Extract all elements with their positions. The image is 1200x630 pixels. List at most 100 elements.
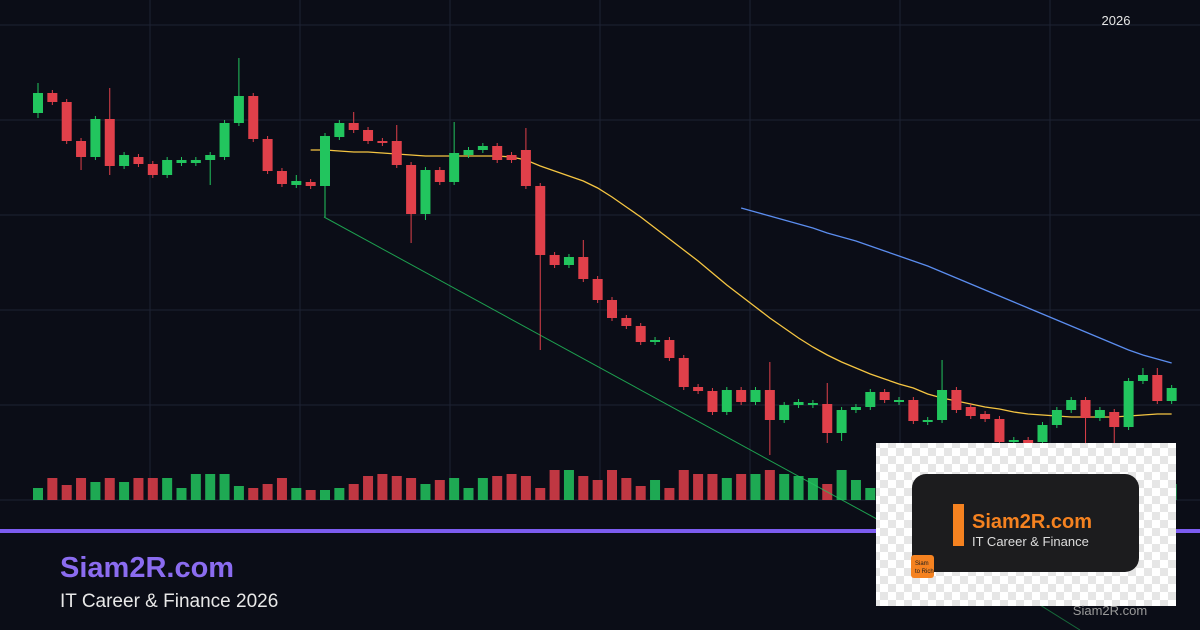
- volume-bar: [119, 482, 130, 500]
- candle-body: [879, 392, 890, 400]
- chart-label: 2026: [1102, 13, 1131, 28]
- candle-body: [377, 141, 388, 143]
- volume-bar: [162, 478, 173, 500]
- moving-average: [740, 207, 1172, 364]
- candle-body: [205, 155, 216, 160]
- candle-body: [334, 123, 345, 137]
- volume-bar: [779, 474, 790, 500]
- volume-bar: [276, 478, 287, 500]
- candle-body: [1152, 375, 1163, 401]
- candle-body: [506, 155, 517, 160]
- volume-bar: [707, 474, 718, 500]
- candle-body: [391, 141, 402, 165]
- volume-bar: [133, 478, 144, 500]
- volume-bar: [865, 488, 876, 500]
- volume-bar: [563, 470, 574, 500]
- volume-bar: [334, 488, 345, 500]
- candle-body: [549, 255, 560, 265]
- volume-bar: [76, 478, 87, 500]
- candle-body: [635, 326, 646, 342]
- brand-title: Siam2R.com: [60, 552, 234, 584]
- candle-body: [406, 165, 417, 214]
- candle-body: [1094, 410, 1105, 418]
- volume-bar: [205, 474, 216, 500]
- volume-bar: [750, 474, 761, 500]
- logo-title: Siam2R.com: [972, 511, 1092, 533]
- volume-bar: [61, 485, 72, 500]
- candle-body: [578, 257, 589, 279]
- candle-body: [951, 390, 962, 410]
- volume-bar: [621, 478, 632, 500]
- candle-body: [922, 420, 933, 422]
- candle-body: [965, 407, 976, 416]
- candle-body: [592, 279, 603, 300]
- candle-body: [176, 160, 187, 163]
- candle-body: [162, 160, 173, 175]
- volume-bar: [678, 470, 689, 500]
- volume-bar: [693, 474, 704, 500]
- volume-bar: [850, 480, 861, 500]
- vertical-grid: [149, 0, 1051, 500]
- logo: Siam2R.com IT Career & Finance Siam to R…: [876, 443, 1176, 618]
- candle-body: [147, 164, 158, 175]
- candle-body: [894, 400, 904, 402]
- candle-body: [348, 123, 359, 130]
- candle-body: [994, 419, 1005, 442]
- brand-subtitle: IT Career & Finance 2026: [60, 591, 278, 612]
- candle-body: [1037, 425, 1048, 442]
- volume-bar: [262, 484, 273, 500]
- candle-body: [477, 146, 488, 150]
- logo-badge: [911, 555, 934, 578]
- candle-body: [764, 390, 775, 420]
- candle-body: [807, 403, 818, 405]
- candle-body: [822, 404, 833, 433]
- volume-bar: [348, 484, 359, 500]
- candle-body: [535, 186, 546, 255]
- divider: [0, 529, 1200, 533]
- candle-body: [61, 102, 72, 141]
- volume-bar: [492, 476, 503, 500]
- candle-body: [363, 130, 374, 141]
- candle-body: [219, 123, 230, 157]
- candle-body: [190, 160, 201, 163]
- volume-bar: [607, 470, 617, 500]
- volume-bar: [176, 488, 187, 500]
- volume-bar: [506, 474, 517, 500]
- candle-body: [736, 390, 747, 402]
- candle-body: [33, 93, 43, 113]
- candle-body: [1109, 412, 1120, 427]
- candle-body: [850, 407, 861, 410]
- candle-body: [793, 402, 804, 405]
- volume-bar: [248, 488, 259, 500]
- candle-body: [233, 96, 244, 123]
- candle-body: [90, 119, 101, 157]
- candle-body: [865, 392, 876, 407]
- candle-body: [563, 257, 574, 265]
- candle-body: [1166, 388, 1177, 401]
- logo-card: [912, 474, 1139, 572]
- volume-bar: [47, 478, 58, 500]
- candle-body: [248, 96, 259, 139]
- candle-body: [133, 157, 144, 164]
- candle-body: [520, 150, 531, 186]
- candle-body: [664, 340, 675, 358]
- logo-bar: [953, 504, 964, 546]
- candle-body: [650, 340, 661, 342]
- volume-bar: [793, 476, 804, 500]
- candle-body: [693, 387, 704, 391]
- volume-bar: [721, 478, 732, 500]
- candle-body: [980, 414, 991, 419]
- volume-bar: [578, 476, 589, 500]
- volume-bar: [147, 478, 158, 500]
- volume-bar: [650, 480, 661, 500]
- volume-bar: [305, 490, 316, 500]
- candle-body: [463, 150, 474, 155]
- volume-bar: [406, 478, 417, 500]
- volume-bar: [104, 478, 115, 500]
- volume-bar: [664, 488, 675, 500]
- candle-body: [678, 358, 689, 387]
- volume-bar: [320, 490, 330, 500]
- candle-body: [320, 136, 330, 186]
